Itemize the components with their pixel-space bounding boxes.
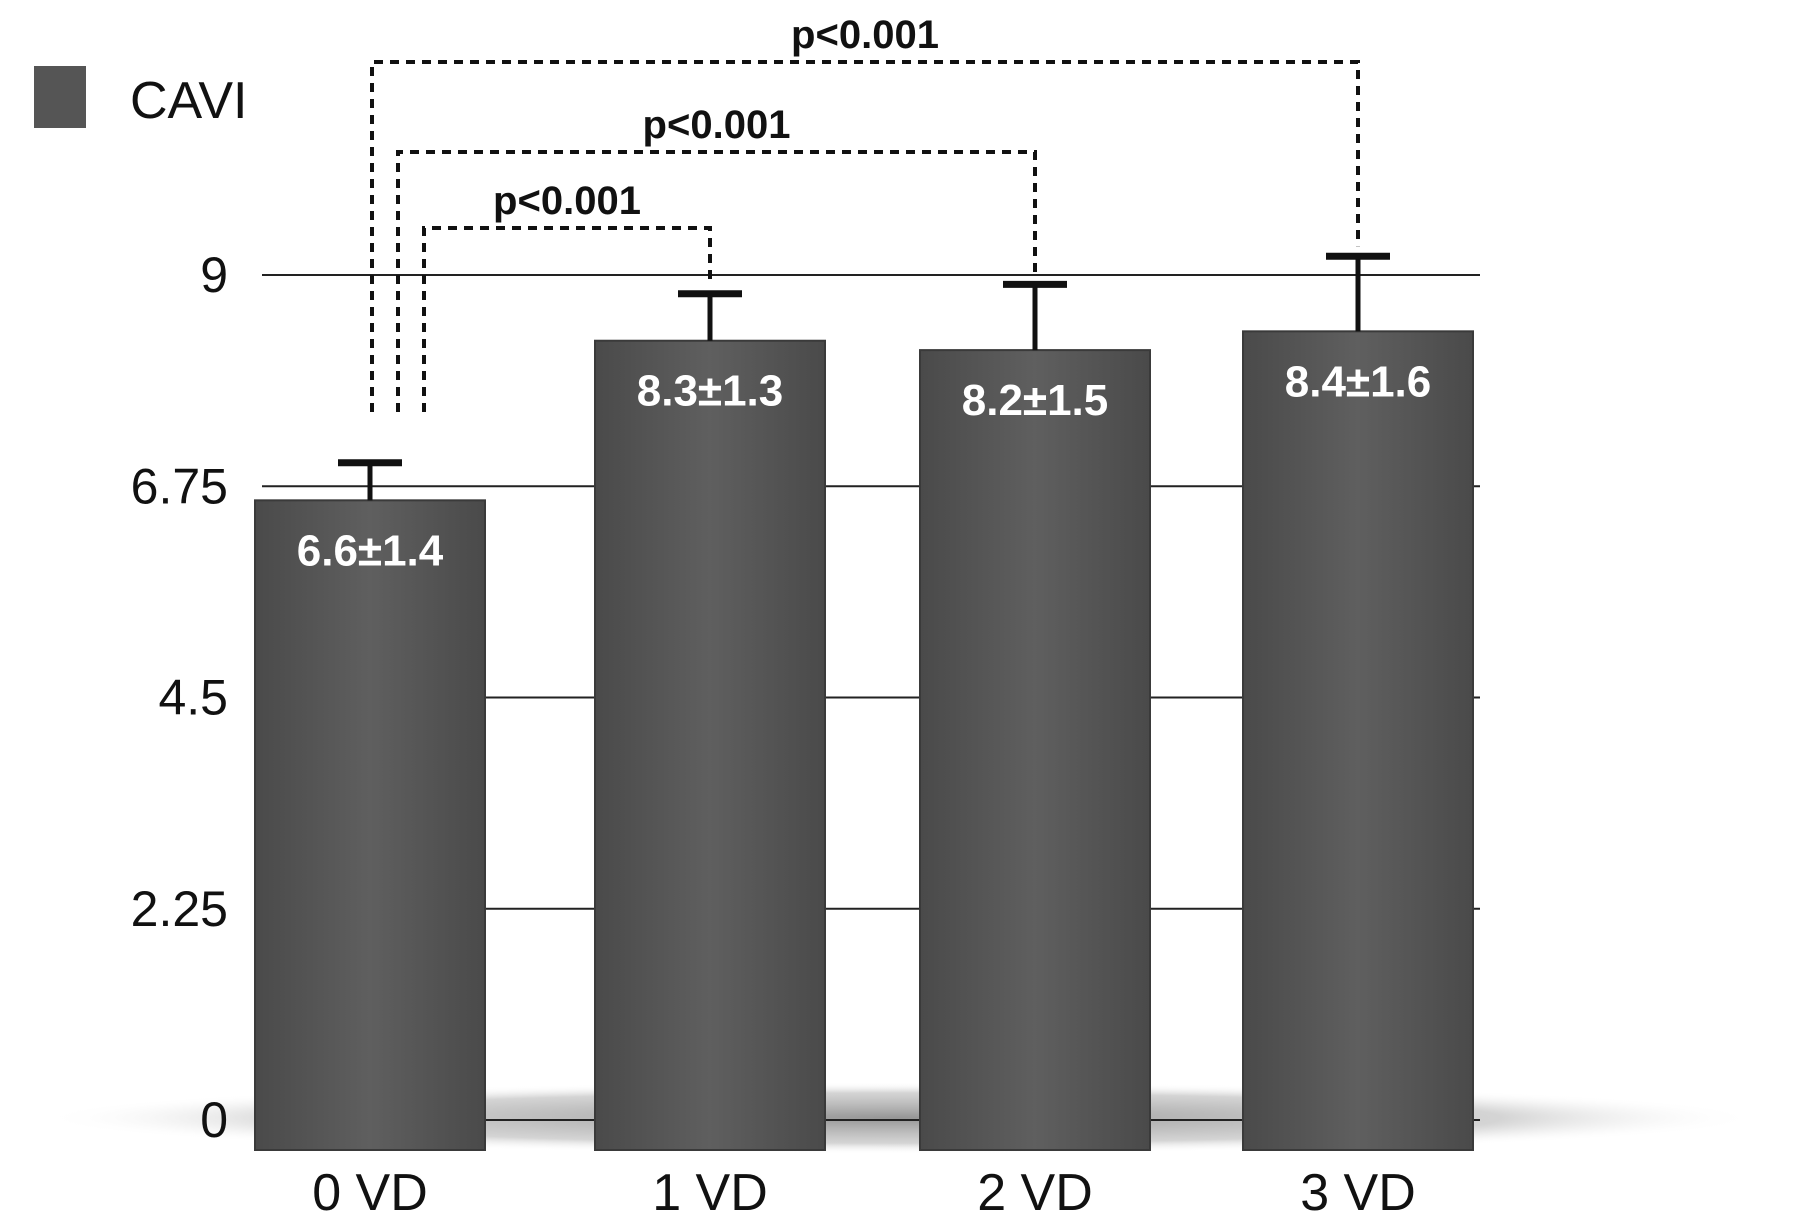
significance-bracket-2 [370,60,1360,412]
y-axis-ticks: 0 2.25 4.5 6.75 9 [131,247,228,1148]
significance-label-1: p<0.001 [643,103,791,147]
bar-value-label-1: 8.3±1.3 [637,367,783,416]
significance-label-2: p<0.001 [791,13,939,57]
x-tick-label-2: 2 VD [977,1164,1093,1217]
bar-value-label-3: 8.4±1.6 [1285,357,1431,406]
y-tick-label-3: 6.75 [131,458,228,514]
y-tick-label-4: 9 [200,247,228,303]
y-tick-label-0: 0 [200,1092,228,1148]
bar-value-label-0: 6.6±1.4 [297,526,444,575]
x-axis-labels: 0 VD 1 VD 2 VD 3 VD [312,1164,1416,1217]
significance-bracket-0 [422,226,712,412]
bar-value-label-2: 8.2±1.5 [962,376,1108,425]
error-bars [338,252,1390,501]
significance-label-0: p<0.001 [493,179,641,223]
bar-3 [1242,330,1474,1152]
legend-swatch [34,66,86,128]
y-tick-label-2: 4.5 [158,670,228,726]
x-tick-label-1: 1 VD [652,1164,768,1217]
bars [254,330,1474,1152]
x-tick-label-0: 0 VD [312,1164,428,1217]
bar-2 [919,349,1151,1152]
significance-bracket-1 [396,150,1037,412]
legend-label: CAVI [130,72,248,130]
y-tick-label-1: 2.25 [131,881,228,937]
x-tick-label-3: 3 VD [1300,1164,1416,1217]
bar-0 [254,499,486,1152]
legend: CAVI [34,66,248,130]
bar-value-labels: 6.6±1.4 8.3±1.3 8.2±1.5 8.4±1.6 [297,357,1431,575]
bar-1 [594,339,826,1151]
